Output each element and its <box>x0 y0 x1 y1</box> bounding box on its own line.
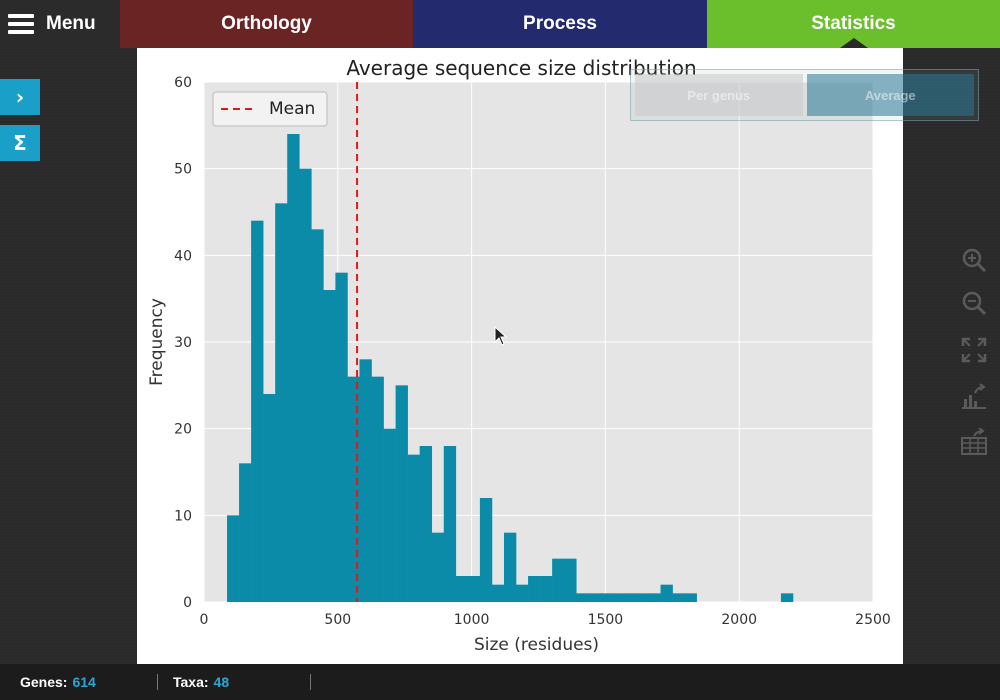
legend-box <box>212 91 328 127</box>
histogram-bar <box>311 229 324 603</box>
y-tick-label: 0 <box>183 595 192 611</box>
x-tick-label: 0 <box>200 612 209 628</box>
histogram-bar <box>660 584 673 602</box>
status-separator <box>310 674 311 690</box>
export-table-button[interactable] <box>957 425 991 459</box>
chevron-right-icon: › <box>15 85 25 109</box>
y-tick-label: 20 <box>174 422 192 438</box>
menu-button[interactable]: Menu <box>0 0 120 48</box>
histogram-bar <box>371 376 384 602</box>
taxa-value: 48 <box>213 674 230 690</box>
histogram-bar <box>540 576 553 602</box>
x-axis-label: Size (residues) <box>474 635 599 655</box>
histogram-bar <box>528 576 541 602</box>
expand-sidebar-button[interactable]: › <box>0 79 40 115</box>
tab-orthology-label: Orthology <box>221 13 312 34</box>
histogram-bar <box>516 584 529 602</box>
active-tab-notch <box>839 38 868 48</box>
tab-process[interactable]: Process <box>413 0 707 48</box>
y-tick-label: 50 <box>174 162 192 178</box>
histogram-bar <box>299 168 312 602</box>
y-tick-label: 30 <box>174 335 192 351</box>
mouse-cursor-icon <box>494 326 508 346</box>
export-table-icon <box>961 428 987 455</box>
tab-statistics[interactable]: Statistics <box>707 0 1000 48</box>
histogram-bar <box>491 584 505 602</box>
tab-process-label: Process <box>523 13 597 34</box>
tab-orthology[interactable]: Orthology <box>120 0 413 48</box>
statistics-sidebar-button[interactable]: Σ <box>0 125 40 161</box>
y-tick-label: 40 <box>174 248 192 264</box>
histogram-bar <box>503 532 517 602</box>
histogram-bar <box>383 428 396 602</box>
legend-label: Mean <box>269 99 315 119</box>
y-axis-label: Frequency <box>147 298 167 386</box>
histogram-bar <box>552 558 565 602</box>
y-tick-label: 10 <box>174 508 192 524</box>
histogram-bar <box>443 446 457 602</box>
x-tick-label: 500 <box>324 612 351 628</box>
histogram-bar <box>576 593 589 602</box>
zoom-out-icon <box>962 291 987 316</box>
histogram-bar <box>636 593 649 602</box>
histogram-bar <box>672 593 685 602</box>
export-chart-icon <box>962 383 986 409</box>
status-bar: Genes: 614 Taxa: 48 <box>0 664 1000 700</box>
histogram-bar <box>395 385 408 602</box>
x-tick-label: 2500 <box>855 612 891 628</box>
histogram-bar <box>684 593 697 602</box>
chart-panel: 0 500 1000 1500 2000 2500 0 10 20 30 40 50 60 Average… <box>137 48 903 664</box>
average-label: Average <box>864 87 916 103</box>
histogram-bar <box>431 532 445 602</box>
histogram-bar <box>564 558 577 602</box>
export-chart-button[interactable] <box>957 379 991 413</box>
genes-count: Genes: 614 <box>20 673 157 691</box>
histogram-bar <box>239 463 252 602</box>
zoom-in-button[interactable] <box>957 243 991 277</box>
taxa-count: Taxa: 48 <box>173 673 310 691</box>
genes-label: Genes: <box>20 674 68 690</box>
expand-icon <box>961 337 987 363</box>
histogram-bar <box>467 576 481 602</box>
x-tick-label: 1000 <box>454 612 490 628</box>
menu-label: Menu <box>46 13 96 34</box>
zoom-out-button[interactable] <box>957 286 991 320</box>
x-tick-label: 1500 <box>588 612 624 628</box>
histogram-bar <box>275 203 288 603</box>
zoom-in-icon <box>962 248 987 273</box>
genes-value: 614 <box>72 674 96 690</box>
histogram-bar <box>612 593 625 602</box>
status-separator <box>157 674 158 690</box>
histogram-bar <box>455 576 469 602</box>
histogram-bar <box>227 515 240 602</box>
per-genus-tab[interactable]: Per genus <box>635 74 803 116</box>
histogram-bar <box>479 498 493 602</box>
histogram-bar <box>588 593 601 602</box>
histogram-bar <box>359 359 372 602</box>
hamburger-icon <box>8 14 34 34</box>
x-tick-label: 2000 <box>721 612 757 628</box>
histogram-bar <box>407 454 420 602</box>
taxa-label: Taxa: <box>173 674 209 690</box>
histogram-chart: 0 500 1000 1500 2000 25000102030405060Average… <box>147 56 891 655</box>
histogram-bar <box>251 220 264 602</box>
histogram-bar <box>335 272 348 602</box>
histogram-bar <box>624 593 637 602</box>
tab-statistics-label: Statistics <box>811 13 896 34</box>
average-tab[interactable]: Average <box>806 74 974 116</box>
top-navigation: Menu Orthology Process Statistics <box>0 0 1000 48</box>
histogram-bar <box>323 290 336 602</box>
fit-view-button[interactable] <box>957 333 991 367</box>
view-mode-toggle: Per genus Average <box>630 69 979 121</box>
per-genus-label: Per genus <box>687 87 751 103</box>
histogram-bar <box>263 394 276 602</box>
histogram-bar <box>780 593 794 602</box>
y-tick-label: 60 <box>174 75 192 91</box>
histogram-bar <box>648 593 661 602</box>
histogram-bar <box>419 446 433 602</box>
sigma-icon: Σ <box>13 131 27 155</box>
histogram-bar <box>287 134 300 602</box>
histogram-bar <box>600 593 613 602</box>
